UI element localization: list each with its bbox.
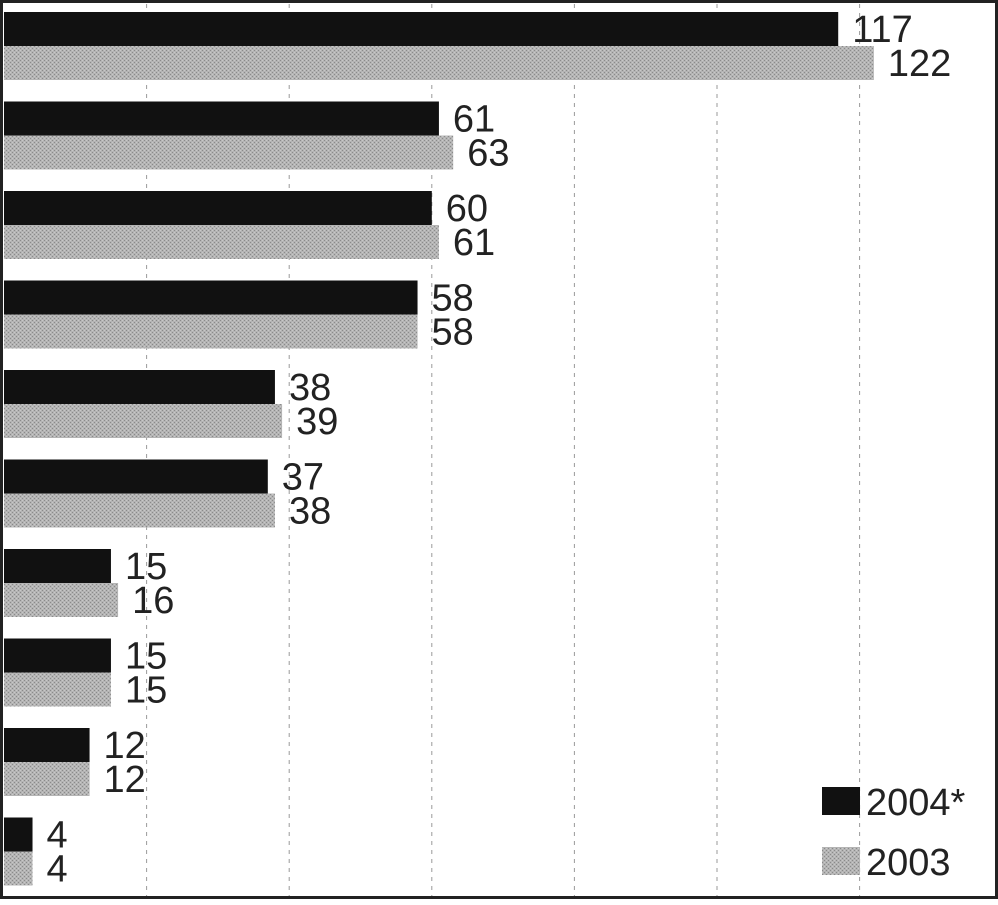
bar-2003-row-4 — [4, 314, 418, 349]
legend-label-2004: 2004* — [866, 782, 966, 824]
bar-2004-row-3 — [4, 191, 432, 225]
bar-2003-row-7 — [4, 583, 119, 617]
bar-2003-row-1 — [4, 46, 874, 80]
data-label-2003-row-5: 39 — [296, 401, 338, 443]
data-label-2003-row-6: 38 — [289, 491, 331, 533]
bar-2003-row-3 — [4, 225, 439, 259]
legend-swatch-2003 — [822, 847, 860, 875]
data-label-2004-row-3: 60 — [446, 188, 488, 230]
data-label-2004-row-6: 37 — [282, 457, 324, 499]
legend-label-2003: 2003 — [866, 842, 951, 884]
data-label-2003-row-7: 16 — [132, 580, 174, 622]
bars — [4, 12, 874, 886]
data-label-2003-row-8: 15 — [125, 670, 167, 712]
bar-2004-row-6 — [4, 459, 268, 494]
bar-2004-row-7 — [4, 549, 111, 583]
bar-2003-row-8 — [4, 672, 111, 707]
data-label-2004-row-5: 38 — [289, 367, 331, 409]
bar-2003-row-5 — [4, 404, 283, 438]
bar-2003-row-10 — [4, 851, 33, 886]
data-label-2004-row-10: 4 — [47, 815, 68, 857]
data-label-2004-row-2: 61 — [453, 99, 495, 141]
bar-2004-row-4 — [4, 280, 418, 315]
legend-swatch-2004 — [822, 787, 860, 815]
data-label-2004-row-7: 15 — [125, 546, 167, 588]
data-label-2004-row-1: 117 — [852, 9, 913, 51]
bar-2003-row-2 — [4, 135, 454, 170]
legend: 2004* 2003 — [822, 782, 966, 884]
data-label-2003-row-1: 122 — [888, 43, 951, 85]
bar-2004-row-1 — [4, 12, 839, 46]
data-label-2004-row-9: 12 — [104, 725, 146, 767]
bar-2004-row-5 — [4, 370, 275, 404]
data-label-2004-row-4: 58 — [432, 278, 474, 320]
bar-2004-row-9 — [4, 728, 90, 762]
bar-2003-row-9 — [4, 762, 90, 796]
bar-2004-row-8 — [4, 638, 111, 673]
bar-2003-row-6 — [4, 493, 275, 528]
data-label-2003-row-10: 4 — [47, 849, 68, 891]
data-label-2003-row-4: 58 — [432, 312, 474, 354]
data-label-2004-row-8: 15 — [125, 636, 167, 678]
bar-2004-row-10 — [4, 817, 33, 852]
data-label-2003-row-2: 63 — [467, 133, 509, 175]
data-label-2003-row-3: 61 — [453, 222, 495, 264]
data-label-2003-row-9: 12 — [104, 759, 146, 801]
bar-2004-row-2 — [4, 101, 439, 136]
